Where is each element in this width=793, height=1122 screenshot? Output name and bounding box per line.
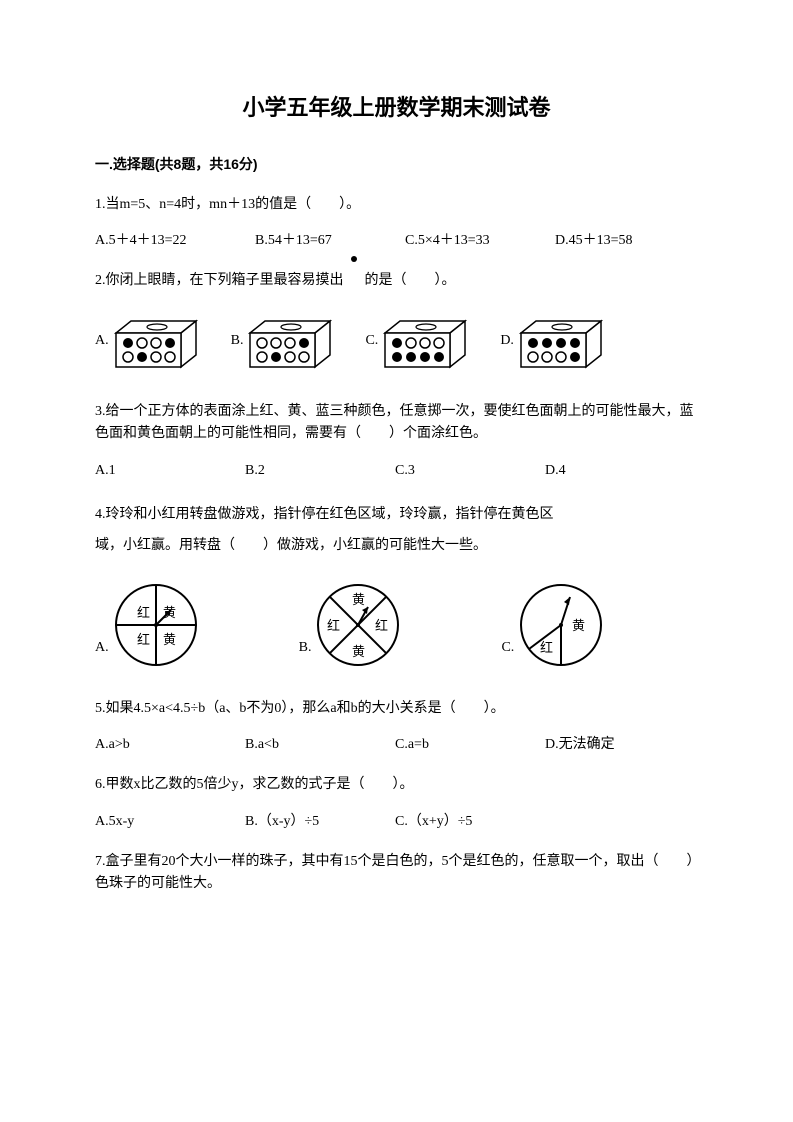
q2-label-c: C. bbox=[365, 330, 378, 352]
q3-opt-a: A.1 bbox=[95, 460, 245, 482]
q2-label-a: A. bbox=[95, 330, 109, 352]
q1-opt-a: A.5＋4＋13=22 bbox=[95, 230, 255, 252]
page-title: 小学五年级上册数学期末测试卷 bbox=[95, 90, 698, 125]
question-6: 6.甲数x比乙数的5倍少y，求乙数的式子是（ ）。 A.5x-y B.（x-y）… bbox=[95, 774, 698, 833]
svg-text:黄: 黄 bbox=[352, 644, 365, 659]
q6-opt-c: C.（x+y）÷5 bbox=[395, 811, 472, 833]
q1-opt-d: D.45＋13=58 bbox=[555, 230, 633, 252]
q3-options: A.1 B.2 C.3 D.4 bbox=[95, 460, 698, 482]
q1-opt-b: B.54＋13=67 bbox=[255, 230, 405, 252]
q4-options: A. 红 黄 红 黄 B. 黄 红 红 bbox=[95, 582, 698, 668]
q6-opt-a: A.5x-y bbox=[95, 811, 245, 833]
q4-opt-c: C. 黄 红 bbox=[501, 582, 604, 668]
spinner-icon-b: 黄 红 红 黄 bbox=[315, 582, 401, 668]
question-2: 2.你闭上眼睛，在下列箱子里最容易摸出 的是（ ）。 A. B. bbox=[95, 270, 698, 370]
question-5: 5.如果4.5×a<4.5÷b（a、b不为0），那么a和b的大小关系是（ ）。 … bbox=[95, 698, 698, 757]
q2-text: 2.你闭上眼睛，在下列箱子里最容易摸出 的是（ ）。 bbox=[95, 270, 698, 292]
svg-text:黄: 黄 bbox=[163, 632, 176, 647]
question-4: 4.玲玲和小红用转盘做游戏，指针停在红色区域，玲玲赢，指针停在黄色区 域，小红赢… bbox=[95, 500, 698, 668]
q4-label-c: C. bbox=[501, 637, 514, 659]
q3-text: 3.给一个正方体的表面涂上红、黄、蓝三种颜色，任意掷一次，要使红色面朝上的可能性… bbox=[95, 401, 698, 446]
q5-opt-b: B.a<b bbox=[245, 734, 395, 756]
q2-opt-b: B. bbox=[231, 313, 336, 371]
q2-label-b: B. bbox=[231, 330, 244, 352]
q4-label-b: B. bbox=[299, 637, 312, 659]
q2-dot-marker bbox=[347, 270, 361, 292]
q5-opt-a: A.a>b bbox=[95, 734, 245, 756]
q6-opt-b: B.（x-y）÷5 bbox=[245, 811, 395, 833]
q2-opt-c: C. bbox=[365, 313, 470, 371]
q5-opt-d: D.无法确定 bbox=[545, 734, 615, 756]
q1-options: A.5＋4＋13=22 B.54＋13=67 C.5×4＋13=33 D.45＋… bbox=[95, 230, 698, 252]
q2-text-after: 的是（ ）。 bbox=[365, 273, 456, 288]
q1-opt-c: C.5×4＋13=33 bbox=[405, 230, 555, 252]
svg-text:黄: 黄 bbox=[572, 618, 585, 633]
q4-opt-a: A. 红 黄 红 黄 bbox=[95, 582, 199, 668]
q4-text: 4.玲玲和小红用转盘做游戏，指针停在红色区域，玲玲赢，指针停在黄色区 域，小红赢… bbox=[95, 500, 698, 562]
spinner-icon-a: 红 黄 红 黄 bbox=[113, 582, 199, 668]
spinner-icon-c: 黄 红 bbox=[518, 582, 604, 668]
q5-text: 5.如果4.5×a<4.5÷b（a、b不为0），那么a和b的大小关系是（ ）。 bbox=[95, 698, 698, 720]
svg-text:黄: 黄 bbox=[352, 592, 365, 607]
question-3: 3.给一个正方体的表面涂上红、黄、蓝三种颜色，任意掷一次，要使红色面朝上的可能性… bbox=[95, 401, 698, 482]
q5-options: A.a>b B.a<b C.a=b D.无法确定 bbox=[95, 734, 698, 756]
q3-opt-b: B.2 bbox=[245, 460, 395, 482]
q4-opt-b: B. 黄 红 红 黄 bbox=[299, 582, 402, 668]
question-7: 7.盒子里有20个大小一样的珠子，其中有15个是白色的，5个是红色的，任意取一个… bbox=[95, 851, 698, 896]
q3-opt-c: C.3 bbox=[395, 460, 545, 482]
svg-text:红: 红 bbox=[327, 618, 340, 633]
q7-text: 7.盒子里有20个大小一样的珠子，其中有15个是白色的，5个是红色的，任意取一个… bbox=[95, 851, 698, 896]
q2-opt-a: A. bbox=[95, 313, 201, 371]
box-icon-a bbox=[111, 313, 201, 371]
q6-options: A.5x-y B.（x-y）÷5 C.（x+y）÷5 bbox=[95, 811, 698, 833]
q4-line2: 域，小红赢。用转盘（ ）做游戏，小红赢的可能性大一些。 bbox=[95, 538, 487, 553]
q3-opt-d: D.4 bbox=[545, 460, 566, 482]
section-header: 一.选择题(共8题，共16分) bbox=[95, 153, 698, 175]
q6-text: 6.甲数x比乙数的5倍少y，求乙数的式子是（ ）。 bbox=[95, 774, 698, 796]
question-1: 1.当m=5、n=4时，mn＋13的值是（ ）。 A.5＋4＋13=22 B.5… bbox=[95, 194, 698, 253]
q2-opt-d: D. bbox=[500, 313, 606, 371]
svg-text:红: 红 bbox=[375, 618, 388, 633]
svg-text:红: 红 bbox=[540, 640, 553, 655]
q4-label-a: A. bbox=[95, 637, 109, 659]
svg-text:红: 红 bbox=[137, 632, 150, 647]
q4-line1: 4.玲玲和小红用转盘做游戏，指针停在红色区域，玲玲赢，指针停在黄色区 bbox=[95, 507, 554, 522]
svg-text:红: 红 bbox=[137, 605, 150, 620]
box-icon-b bbox=[245, 313, 335, 371]
q2-options: A. B. bbox=[95, 313, 698, 371]
box-icon-c bbox=[380, 313, 470, 371]
q2-label-d: D. bbox=[500, 330, 514, 352]
q1-text: 1.当m=5、n=4时，mn＋13的值是（ ）。 bbox=[95, 194, 698, 216]
q2-text-before: 2.你闭上眼睛，在下列箱子里最容易摸出 bbox=[95, 273, 344, 288]
box-icon-d bbox=[516, 313, 606, 371]
q5-opt-c: C.a=b bbox=[395, 734, 545, 756]
